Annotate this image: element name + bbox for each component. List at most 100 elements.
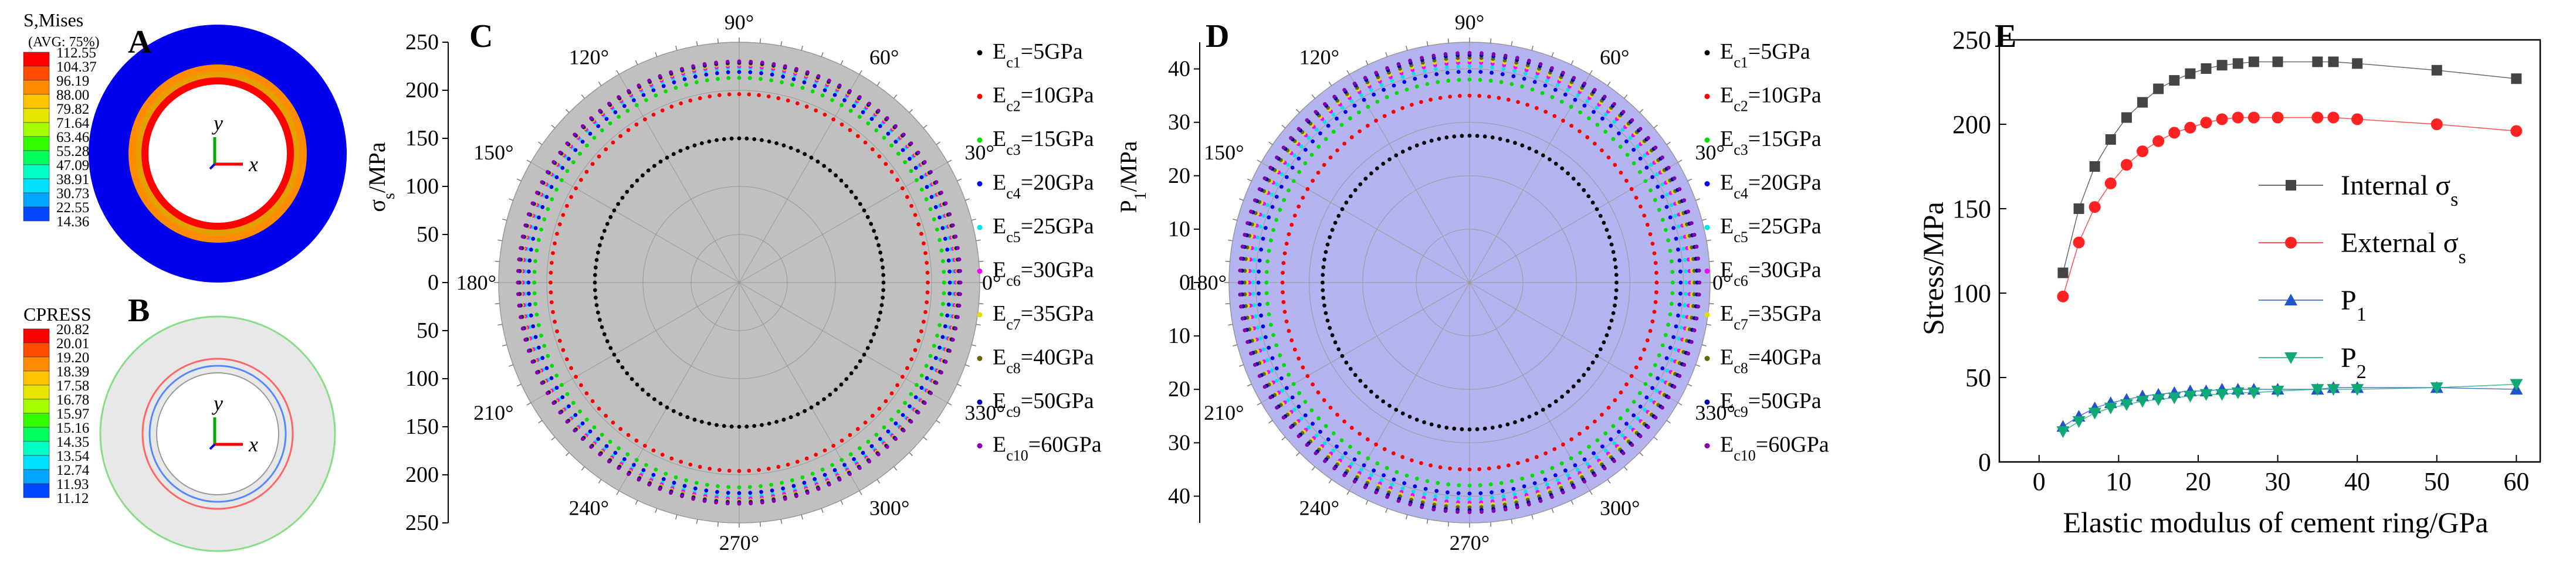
C-data-point: [516, 268, 520, 273]
C-data-point: [865, 346, 870, 351]
C-data-point: [924, 363, 929, 368]
C-data-point: [517, 257, 522, 261]
D-angle-label: 90°: [1455, 11, 1484, 34]
D-angle-tick: [1385, 52, 1388, 57]
D-data-point: [1530, 473, 1535, 478]
C-data-point: [693, 486, 698, 491]
D-data-point: [1372, 92, 1376, 97]
B-panel-label: B: [128, 293, 150, 329]
D-angle-tick: [1695, 198, 1701, 201]
D-data-point: [1625, 408, 1630, 413]
D-data-point: [1264, 270, 1269, 274]
C-data-point: [531, 236, 536, 241]
C-data-point: [564, 203, 569, 208]
D-data-point: [1433, 494, 1438, 498]
B-legend-swatch: [23, 370, 50, 386]
D-data-point: [1297, 157, 1301, 161]
C-data-point: [584, 391, 589, 396]
E-data-point: [2510, 379, 2523, 391]
C-angle-tick: [675, 514, 678, 519]
C-data-point: [625, 189, 629, 194]
C-data-point: [858, 465, 862, 470]
D-data-point: [1614, 280, 1619, 285]
D-angle-tick: [1677, 159, 1683, 163]
C-data-point: [658, 159, 663, 164]
D-data-point: [1342, 419, 1347, 424]
C-data-point: [809, 155, 814, 160]
D-data-point: [1238, 293, 1243, 297]
C-data-point: [569, 366, 573, 370]
C-data-point: [776, 465, 781, 469]
C-radial-tick-label: 0: [428, 270, 439, 295]
C-data-point: [622, 104, 627, 108]
D-data-point: [1275, 155, 1279, 160]
D-angle-tick: [1328, 81, 1332, 86]
C-data-point: [534, 312, 539, 317]
C-data-point: [688, 463, 693, 467]
C-data-point: [669, 70, 673, 74]
D-data-point: [1527, 146, 1532, 151]
D-data-point: [1460, 134, 1464, 138]
C-angle-label: 90°: [725, 11, 754, 34]
E-data-point: [2511, 73, 2522, 84]
D-data-point: [1322, 162, 1326, 167]
D-data-point: [1592, 88, 1597, 92]
D-data-point: [1290, 165, 1295, 170]
C-data-point: [895, 178, 899, 182]
D-data-point: [1617, 430, 1621, 434]
D-data-point: [1349, 426, 1354, 430]
C-data-point: [694, 481, 699, 485]
C-angle-tick: [616, 70, 620, 75]
D-data-point: [1445, 495, 1449, 500]
D-data-point: [1328, 155, 1333, 160]
C-angle-tick: [876, 81, 881, 86]
C-data-point: [702, 499, 707, 503]
C-data-point: [809, 405, 814, 410]
C-angle-tick: [502, 344, 507, 346]
E-data-point: [2215, 389, 2229, 401]
D-data-point: [1545, 79, 1549, 83]
C-data-point: [651, 88, 656, 93]
E-plot-frame: [1998, 39, 2541, 463]
D-data-point: [1548, 403, 1552, 408]
C-data-point: [604, 444, 609, 448]
E-data-point: [2137, 145, 2149, 158]
D-data-point: [1256, 280, 1261, 285]
C-data-point: [569, 195, 573, 199]
B-legend-swatch: [23, 427, 50, 442]
C-radial-tick-label: 50: [417, 318, 439, 343]
C-data-point: [757, 468, 761, 472]
C-data-point: [540, 380, 544, 385]
C-data-point: [854, 196, 858, 200]
C-data-point: [759, 489, 763, 494]
C-data-point: [767, 421, 771, 426]
D-data-point: [1258, 225, 1262, 229]
D-data-point: [1349, 99, 1354, 103]
C-data-point: [795, 101, 800, 106]
C-data-point: [872, 229, 876, 233]
E-data-point: [2285, 237, 2297, 249]
C-data-point: [642, 443, 647, 448]
C-data-point: [592, 135, 597, 140]
C-data-point: [526, 269, 531, 274]
A-axis-x-label: x: [248, 152, 258, 176]
D-data-point: [1343, 451, 1348, 455]
D-data-point: [1613, 257, 1617, 262]
C-data-point: [769, 78, 774, 83]
D-data-point: [1512, 492, 1517, 497]
D-data-point: [1561, 70, 1565, 75]
C-angle-tick: [965, 198, 970, 201]
C-data-point: [544, 195, 549, 199]
C-data-point: [590, 162, 595, 166]
D-data-point: [1287, 232, 1291, 236]
C-data-point: [673, 475, 678, 480]
D-data-point: [1379, 83, 1384, 87]
D-data-point: [1673, 213, 1678, 218]
C-angle-tick: [947, 402, 952, 406]
C-data-point: [802, 80, 807, 84]
D-data-point: [1628, 425, 1633, 430]
C-data-point: [595, 310, 600, 315]
D-data-point: [1511, 74, 1516, 79]
C-data-point: [940, 335, 945, 339]
A-legend-swatch: [23, 178, 50, 193]
